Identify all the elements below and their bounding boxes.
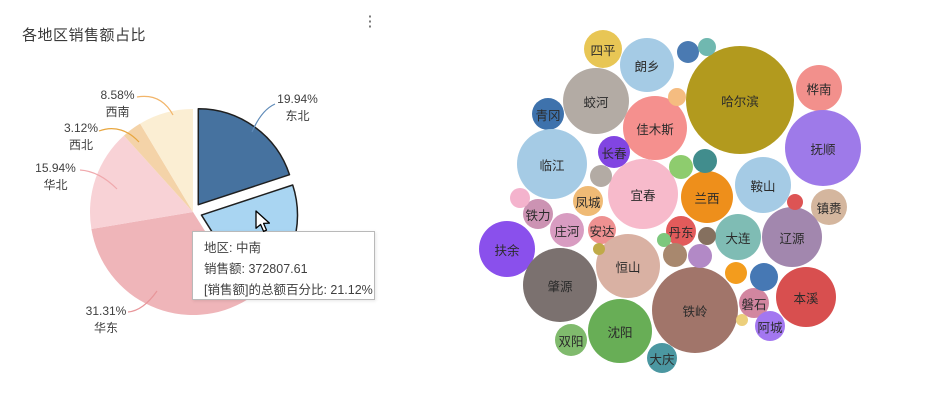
bubble-label: 宜春 [630, 188, 656, 203]
pie-label-华北: 15.94% 华北 [35, 161, 76, 192]
pie-chart-title: 各地区销售额占比 [22, 27, 147, 44]
bubble[interactable] [668, 88, 686, 106]
bubble-庄河[interactable]: 庄河 [550, 213, 584, 247]
bubble[interactable] [698, 227, 716, 245]
bubble-临江[interactable]: 临江 [517, 129, 587, 199]
bubble-双阳[interactable]: 双阳 [555, 324, 587, 356]
bubble-label: 辽源 [779, 231, 805, 246]
bubble-扶余[interactable]: 扶余 [479, 221, 535, 277]
bubble[interactable] [510, 188, 530, 208]
bubble-label: 铁力 [525, 208, 551, 223]
bubble-label: 长春 [601, 146, 627, 161]
bubble-label: 本溪 [793, 291, 819, 306]
bubble-label: 佳木斯 [636, 122, 674, 137]
bubble[interactable] [590, 165, 612, 187]
label-leader-line [251, 103, 276, 133]
bubble-肇源[interactable]: 肇源 [523, 248, 597, 322]
label-leader-line [127, 290, 158, 313]
bubble-label: 阿城 [757, 320, 783, 335]
bubble-label: 兰西 [694, 191, 720, 206]
bubble-label: 朗乡 [634, 59, 660, 74]
tooltip-percent-line: [销售额]的总额百分比: 21.12% [204, 283, 373, 297]
bubble-label: 扶余 [494, 243, 520, 258]
bubble-宜春[interactable]: 宜春 [608, 159, 678, 229]
bubble-label: 沈阳 [607, 325, 633, 340]
more-options-icon[interactable]: ⋮ [362, 13, 378, 30]
bubble-大庆[interactable]: 大庆 [647, 343, 677, 373]
bubble-桦南[interactable]: 桦南 [796, 65, 842, 111]
bubble-本溪[interactable]: 本溪 [776, 267, 836, 327]
bubble-丹东[interactable]: 丹东 [666, 216, 696, 246]
bubble-label: 四平 [590, 43, 616, 58]
bubble[interactable] [736, 314, 748, 326]
tooltip-sales-line: 销售额: 372807.61 [204, 262, 308, 276]
pie-label-东北: 19.94% 东北 [277, 92, 318, 123]
tooltip: 地区: 中南 销售额: 372807.61 [销售额]的总额百分比: 21.12… [192, 231, 375, 300]
bubble-label: 蛟河 [583, 95, 609, 110]
bubble-朗乡[interactable]: 朗乡 [620, 38, 674, 92]
pie-slice-西北[interactable] [123, 123, 193, 212]
mouse-cursor-icon [255, 210, 271, 233]
bubble[interactable] [657, 233, 671, 247]
bubble-label: 临江 [539, 158, 565, 173]
pie-label-西北: 3.12% 西北 [63, 121, 99, 152]
tooltip-region-line: 地区: 中南 [204, 241, 261, 255]
bubble-label: 镇赉 [816, 201, 842, 216]
bubble-label: 铁岭 [682, 304, 708, 319]
bubble-沈阳[interactable]: 沈阳 [588, 299, 652, 363]
bubble-label: 庄河 [554, 224, 580, 239]
bubble-label: 丹东 [668, 225, 694, 240]
bubble-大连[interactable]: 大连 [715, 214, 761, 260]
label-leader-line [98, 128, 140, 143]
bubble[interactable] [693, 149, 717, 173]
bubble-label: 恒山 [615, 260, 641, 275]
bubble-阿城[interactable]: 阿城 [755, 311, 785, 341]
pie-label-西南: 8.58% 西南 [100, 88, 135, 119]
bubble-镇赉[interactable]: 镇赉 [811, 189, 847, 225]
bubble-哈尔滨[interactable]: 哈尔滨 [686, 46, 794, 154]
bubble[interactable] [593, 243, 605, 255]
bubble-label: 青冈 [535, 108, 561, 123]
bubble-label: 鞍山 [750, 179, 776, 194]
bubble-label: 双阳 [558, 334, 584, 349]
bubble-label: 安达 [589, 224, 615, 239]
bubble[interactable] [688, 244, 712, 268]
bubble-label: 抚顺 [810, 142, 836, 157]
bubble-label: 大庆 [649, 352, 675, 367]
bubble-铁岭[interactable]: 铁岭 [652, 267, 738, 353]
bubble-label: 哈尔滨 [721, 94, 759, 109]
bubble-兰西[interactable]: 兰西 [681, 171, 733, 223]
bubble-label: 磐石 [741, 297, 767, 312]
bubble-鞍山[interactable]: 鞍山 [735, 157, 791, 213]
bubble-label: 肇源 [547, 279, 573, 294]
bubble[interactable] [725, 262, 747, 284]
bubble-青冈[interactable]: 青冈 [532, 98, 564, 130]
bubble-抚顺[interactable]: 抚顺 [785, 110, 861, 186]
bubble[interactable] [663, 243, 687, 267]
bubble-凤城[interactable]: 凤城 [573, 186, 603, 216]
pie-slice-华北[interactable] [89, 135, 193, 229]
bubble-佳木斯[interactable]: 佳木斯 [623, 96, 687, 160]
bubble-label: 大连 [725, 231, 751, 246]
bubble[interactable] [750, 263, 778, 291]
bubble[interactable] [669, 155, 693, 179]
bubble-恒山[interactable]: 恒山 [596, 234, 660, 298]
bubble-label: 凤城 [575, 195, 601, 210]
bubble-label: 桦南 [806, 82, 832, 97]
pie-slice-西南[interactable] [140, 109, 193, 212]
bubble-四平[interactable]: 四平 [584, 30, 622, 68]
bubble[interactable] [787, 194, 803, 210]
bubble[interactable] [698, 38, 716, 56]
bubble-辽源[interactable]: 辽源 [762, 207, 822, 267]
bubble[interactable] [677, 41, 699, 63]
bubble-蛟河[interactable]: 蛟河 [563, 68, 629, 134]
label-leader-line [136, 95, 174, 116]
pie-label-华东: 31.31% 华东 [85, 304, 127, 335]
label-leader-line [79, 169, 118, 190]
